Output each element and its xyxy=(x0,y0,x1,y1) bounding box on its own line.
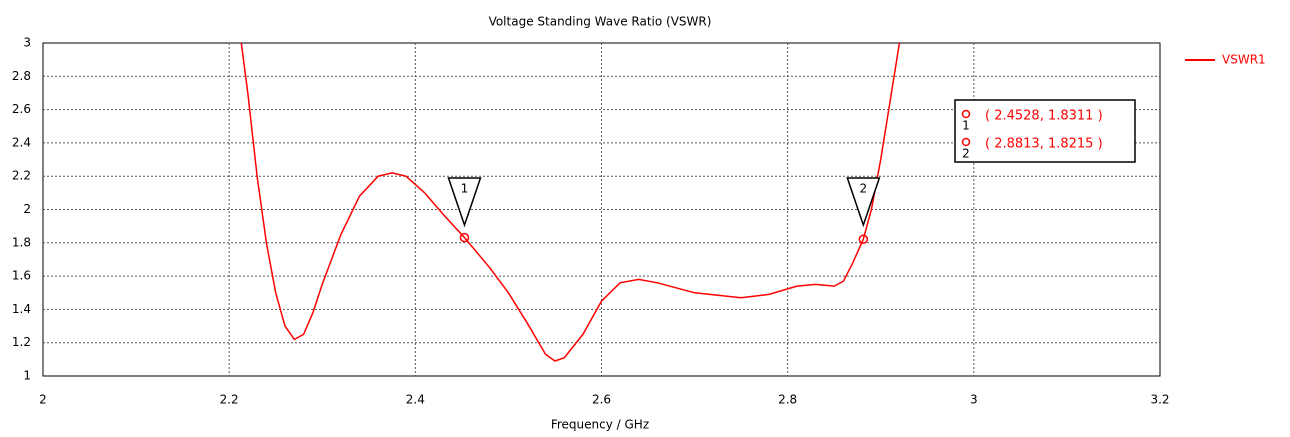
marker-flag xyxy=(846,177,881,228)
marker-info-index: 1 xyxy=(962,119,970,133)
y-tick-label: 3 xyxy=(23,36,31,50)
x-tick-label: 2 xyxy=(39,393,47,407)
y-tick-label: 2.8 xyxy=(12,69,31,83)
marker-label: 2 xyxy=(860,182,868,196)
marker-info-text: ( 2.4528, 1.8311 ) xyxy=(985,109,1103,124)
y-tick-label: 1.8 xyxy=(12,235,31,249)
x-tick-label: 2.8 xyxy=(778,393,797,407)
legend-label: VSWR1 xyxy=(1222,53,1266,67)
plot-area xyxy=(240,43,901,362)
y-tick-label: 2 xyxy=(23,202,31,216)
x-tick-label: 2.2 xyxy=(220,393,239,407)
y-tick-label: 2.6 xyxy=(12,102,31,116)
y-tick-label: 1.4 xyxy=(12,302,31,316)
marker-point xyxy=(459,232,470,243)
marker-info-index: 2 xyxy=(962,147,970,161)
marker-info-icon xyxy=(961,137,971,147)
marker-info-text: ( 2.8813, 1.8215 ) xyxy=(985,137,1103,152)
series-line xyxy=(240,43,901,362)
marker-info-icon xyxy=(961,109,971,119)
y-tick-label: 2.2 xyxy=(12,169,31,183)
x-tick-label: 3.2 xyxy=(1150,393,1169,407)
y-tick-label: 2.4 xyxy=(12,135,31,149)
marker-flag xyxy=(447,177,482,228)
x-tick-label: 3 xyxy=(970,393,978,407)
marker-point xyxy=(858,234,869,244)
y-tick-label: 1.2 xyxy=(12,335,31,349)
x-tick-label: 2.6 xyxy=(592,393,611,407)
y-tick-label: 1.6 xyxy=(12,269,31,283)
chart-title: Voltage Standing Wave Ratio (VSWR) xyxy=(489,15,712,29)
x-tick-label: 2.4 xyxy=(406,393,425,407)
marker-label: 1 xyxy=(461,182,469,196)
y-tick-label: 1 xyxy=(23,369,31,383)
x-axis-label: Frequency / GHz xyxy=(551,418,649,432)
marker-info-box xyxy=(954,99,1136,163)
